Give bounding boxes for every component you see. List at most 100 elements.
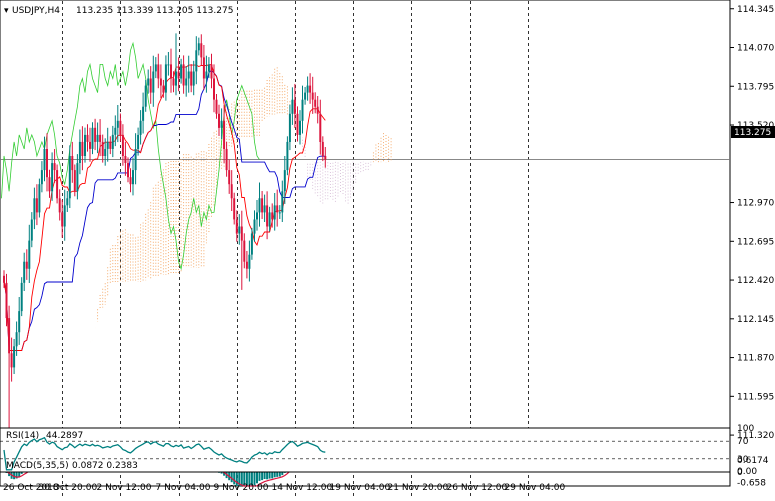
rsi-tick-label: 30 bbox=[737, 455, 749, 465]
candle-body bbox=[223, 120, 226, 149]
candle-body bbox=[172, 78, 175, 86]
rsi-tick-label: 0 bbox=[737, 468, 743, 478]
candle-body bbox=[288, 113, 291, 142]
candle-body bbox=[104, 149, 107, 156]
price-tick-label: 114.070 bbox=[737, 44, 774, 54]
price-tick-label: 112.145 bbox=[737, 315, 774, 325]
price-axis: 114.345114.070113.795113.520112.970112.6… bbox=[730, 5, 774, 441]
price-tick-label: 112.970 bbox=[737, 199, 774, 209]
candle-body bbox=[202, 57, 205, 79]
candle-body bbox=[286, 141, 289, 171]
candle-body bbox=[192, 71, 195, 86]
candle-body bbox=[114, 127, 117, 135]
candle-body bbox=[43, 149, 46, 171]
time-axis-label: 29 Nov 04:00 bbox=[505, 483, 566, 493]
candle-body bbox=[10, 353, 13, 368]
candle-body bbox=[170, 64, 172, 79]
candle-body bbox=[218, 113, 220, 128]
candle-body bbox=[46, 149, 48, 178]
rsi-tick-label: 100 bbox=[737, 424, 754, 434]
time-axis-label: 26 Nov 12:00 bbox=[447, 483, 508, 493]
candle-body bbox=[164, 64, 167, 93]
candle-body bbox=[245, 261, 248, 269]
candle-body bbox=[35, 198, 38, 213]
candle-body bbox=[56, 170, 59, 199]
price-tick-label: 112.420 bbox=[737, 276, 774, 286]
candle-body bbox=[225, 149, 228, 171]
candle-body bbox=[167, 64, 170, 66]
rsi-label: RSI(14) bbox=[6, 431, 39, 441]
candle-body bbox=[23, 261, 26, 283]
candle-body bbox=[213, 78, 215, 100]
candle-body bbox=[147, 78, 150, 86]
candle-body bbox=[271, 212, 274, 220]
candle-body bbox=[238, 226, 241, 234]
rsi-indicator: 100 70 30 0 bbox=[0, 424, 754, 478]
candle-body bbox=[20, 282, 23, 312]
time-axis-label: 2 Nov 12:00 bbox=[97, 483, 152, 493]
ohlc-readout: 113.235 113.339 113.205 113.275 bbox=[76, 6, 233, 16]
price-tick-label: 112.695 bbox=[737, 237, 774, 247]
candle-body bbox=[109, 141, 112, 149]
candle-body bbox=[101, 141, 104, 156]
last-price-label: 113.275 bbox=[734, 128, 771, 138]
candle-body bbox=[278, 212, 281, 214]
last-price-box bbox=[731, 126, 775, 138]
candle-body bbox=[299, 120, 301, 135]
price-tick-label: 111.595 bbox=[737, 392, 774, 402]
candle-body bbox=[314, 99, 317, 107]
time-axis-label: 30 Oct 20:00 bbox=[39, 483, 98, 493]
price-panel[interactable] bbox=[0, 0, 731, 454]
candle-body bbox=[63, 205, 66, 227]
candle-body bbox=[53, 163, 56, 171]
candle-body bbox=[3, 275, 5, 283]
candle-body bbox=[233, 198, 236, 220]
candle-body bbox=[187, 71, 190, 79]
candle-body bbox=[296, 113, 299, 135]
candle-body bbox=[266, 205, 269, 227]
candle-body bbox=[205, 71, 208, 79]
candle-body bbox=[182, 64, 185, 86]
candle-body bbox=[309, 85, 312, 93]
price-tick-label: 113.795 bbox=[737, 82, 774, 92]
candle-body bbox=[215, 99, 218, 114]
price-tick-label: 114.345 bbox=[737, 5, 774, 15]
candle-body bbox=[293, 99, 296, 114]
time-axis-label: 21 Nov 20:00 bbox=[388, 483, 449, 493]
candle-body bbox=[177, 71, 180, 79]
candle-body bbox=[210, 64, 213, 79]
candle-body bbox=[321, 141, 324, 156]
candle-body bbox=[197, 43, 200, 51]
time-axis-label: 26 Oct 2018 bbox=[3, 483, 59, 493]
candle-body bbox=[66, 198, 69, 206]
candle-body bbox=[230, 184, 233, 199]
candle-body bbox=[304, 92, 307, 100]
candle-body bbox=[200, 43, 203, 58]
candle-body bbox=[311, 92, 314, 100]
candle-body bbox=[142, 106, 145, 121]
candle-body bbox=[144, 85, 147, 107]
candle-body bbox=[38, 184, 41, 213]
symbol-icon: ▾ bbox=[4, 6, 9, 16]
macd-tick-label: 0.6174 bbox=[737, 456, 769, 466]
candle-body bbox=[263, 205, 266, 213]
candle-body bbox=[121, 134, 124, 156]
candle-body bbox=[71, 156, 74, 171]
price-tick-label: 111.320 bbox=[737, 431, 774, 441]
candle-body bbox=[129, 177, 132, 185]
macd-tick-label: 0.00 bbox=[737, 467, 757, 477]
macd-tick-label: -0.658 bbox=[737, 479, 766, 489]
candle-body bbox=[91, 127, 94, 149]
candle-body bbox=[316, 106, 319, 114]
candle-body bbox=[258, 198, 261, 213]
kijun-sen-line bbox=[3, 69, 326, 351]
candle-body bbox=[243, 240, 246, 262]
vertical-gridlines bbox=[0, 1, 730, 497]
candle-body bbox=[106, 141, 109, 149]
candle-body bbox=[149, 78, 152, 93]
candle-body bbox=[25, 261, 28, 269]
candle-body bbox=[84, 134, 86, 156]
